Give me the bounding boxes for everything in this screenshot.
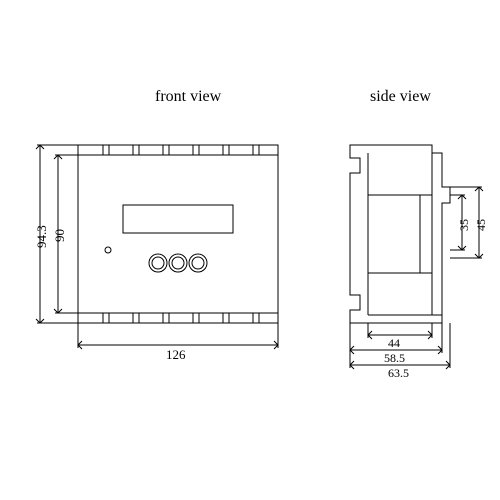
technical-drawing [0, 0, 500, 500]
